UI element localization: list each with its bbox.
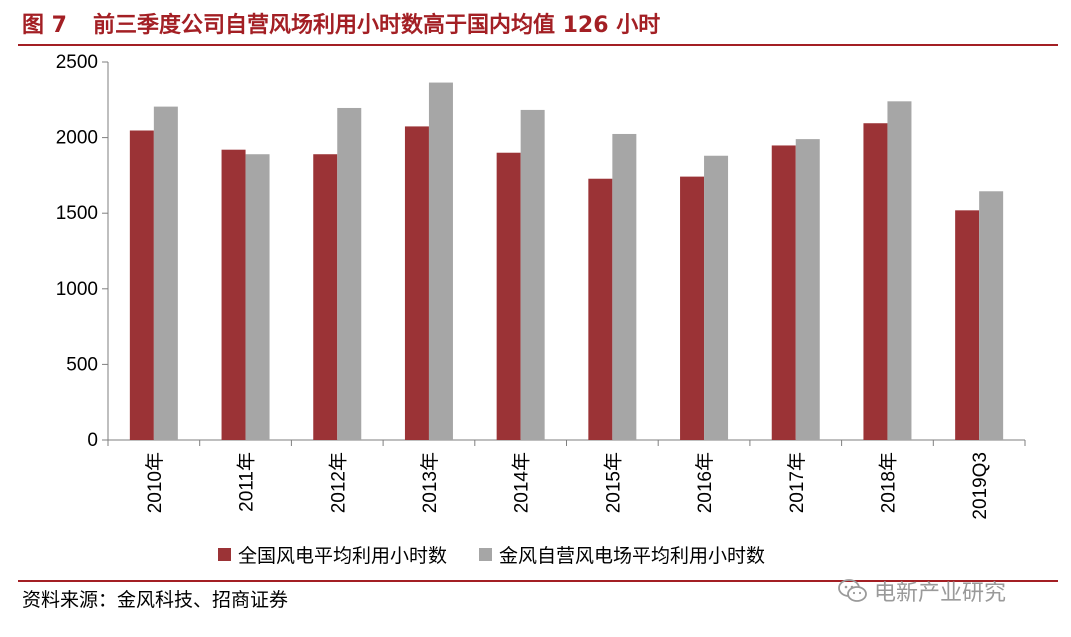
bar-series-2-8 <box>795 139 820 440</box>
bar-series-2-1 <box>153 106 178 440</box>
bar-series-1-7 <box>680 176 705 440</box>
bar-series-1-5 <box>496 152 521 440</box>
x-tick-label: 2016年 <box>694 452 716 513</box>
bar-series-2-3 <box>337 107 362 441</box>
y-tick-label: 2500 <box>56 52 98 73</box>
bar-series-2-2 <box>245 154 270 440</box>
bar-series-1-8 <box>771 145 796 440</box>
y-tick-label: 1500 <box>56 203 98 224</box>
bar-series-1-1 <box>129 130 154 441</box>
bar-series-2-6 <box>612 133 637 441</box>
legend-swatch-series-1 <box>218 547 231 561</box>
x-tick-label: 2012年 <box>327 452 349 513</box>
bar-series-2-9 <box>887 101 912 440</box>
bar-series-2-7 <box>704 155 729 440</box>
bar-series-1-3 <box>313 154 338 440</box>
bar-series-1-2 <box>221 149 246 441</box>
y-tick-label: 2000 <box>56 128 98 149</box>
watermark-text: 电新产业研究 <box>874 581 1007 606</box>
x-tick-label: 2018年 <box>877 452 899 513</box>
legend-item-series-1: 全国风电平均利用小时数 <box>218 541 447 568</box>
x-tick-label: 2010年 <box>144 452 166 513</box>
legend-label-series-2: 金风自营风电场平均利用小时数 <box>499 544 766 567</box>
figure-number: 图 7 <box>22 13 67 38</box>
watermark: 电新产业研究 <box>838 574 1006 608</box>
wechat-icon <box>838 579 867 602</box>
legend-label-series-1: 全国风电平均利用小时数 <box>238 544 448 567</box>
figure-title-text: 前三季度公司自营风场利用小时数高于国内均值 126 小时 <box>92 13 661 38</box>
x-tick-label: 2015年 <box>602 452 624 513</box>
x-tick-label: 2019Q3 <box>970 452 991 520</box>
figure-title: 图 7 前三季度公司自营风场利用小时数高于国内均值 126 小时 <box>22 8 660 44</box>
bar-series-1-9 <box>863 123 888 441</box>
bar-series-2-5 <box>520 109 545 441</box>
bar-series-2-4 <box>428 82 453 440</box>
legend-item-series-2: 金风自营风电场平均利用小时数 <box>479 541 765 568</box>
y-tick-label: 0 <box>87 430 98 451</box>
x-tick-label: 2017年 <box>786 452 808 513</box>
bar-chart: 0 500 1000 1500 2000 2500 2010年 2011年 2012年 2013年… <box>56 52 1026 520</box>
x-tick-label: 2014年 <box>511 452 533 513</box>
title-divider <box>18 44 1058 46</box>
x-tick-label: 2013年 <box>419 452 441 513</box>
source-divider <box>18 580 1058 582</box>
bar-series-1-4 <box>404 126 429 441</box>
x-tick-label: 2011年 <box>236 452 258 512</box>
bar-series-1-6 <box>588 178 613 441</box>
source-note: 资料来源：金风科技、招商证券 <box>22 589 289 611</box>
y-tick-label: 1000 <box>56 279 98 300</box>
bar-series-2-10 <box>979 191 1004 440</box>
bar-series-1-10 <box>955 210 980 440</box>
y-tick-label: 500 <box>66 354 98 375</box>
legend-swatch-series-2 <box>479 547 493 561</box>
chart-legend: 全国风电平均利用小时数 金风自营风电场平均利用小时数 <box>218 540 797 568</box>
